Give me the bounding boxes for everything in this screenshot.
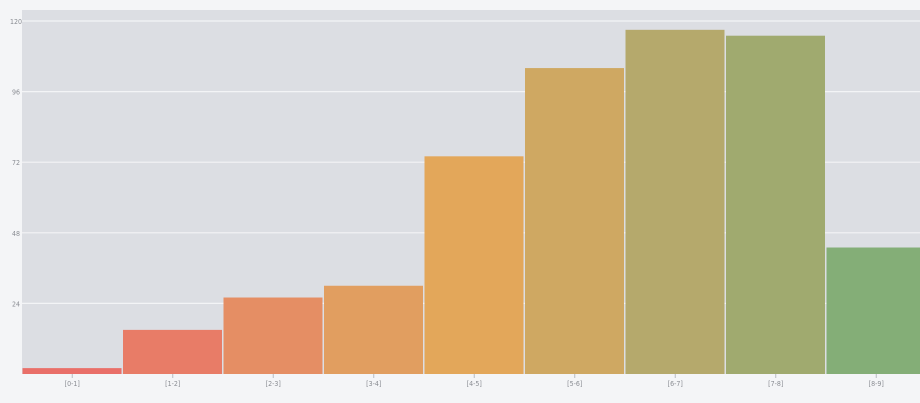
x-tick-label: [7-8] xyxy=(768,380,783,388)
x-tick-label: [1-2] xyxy=(165,380,180,388)
x-tick-label: [3-4] xyxy=(366,380,381,388)
y-tick-label: 120 xyxy=(10,18,22,26)
x-tick-label: [5-6] xyxy=(567,380,582,388)
bar-[7-8] xyxy=(726,35,825,374)
x-tick-label: [6-7] xyxy=(668,380,683,388)
bar-[2-3] xyxy=(223,297,323,374)
bars xyxy=(22,29,920,375)
x-tick-label: [2-3] xyxy=(266,380,281,388)
bar-[5-6] xyxy=(525,68,624,375)
x-tick-label: [4-5] xyxy=(467,380,482,388)
x-tick-label: [0-1] xyxy=(65,380,80,388)
bar-[4-5] xyxy=(424,156,524,374)
bar-[1-2] xyxy=(123,329,222,374)
y-tick-label: 48 xyxy=(12,230,20,238)
x-tick-label: [8-9] xyxy=(869,380,884,388)
x-axis-ticks: [0-1] [1-2] [2-3] [3-4] [4-5] [5-6] [6-7] [7-8]… xyxy=(65,374,884,388)
y-tick-label: 72 xyxy=(12,159,20,167)
bar-[6-7] xyxy=(625,29,725,374)
y-tick-label: 24 xyxy=(12,300,20,308)
bar-[0-1] xyxy=(22,368,122,374)
y-tick-label: 96 xyxy=(12,89,20,97)
bar-[8-9] xyxy=(826,247,920,374)
bar-[3-4] xyxy=(324,285,423,374)
y-axis-ticks: 24 48 72 96 120 xyxy=(10,18,22,308)
